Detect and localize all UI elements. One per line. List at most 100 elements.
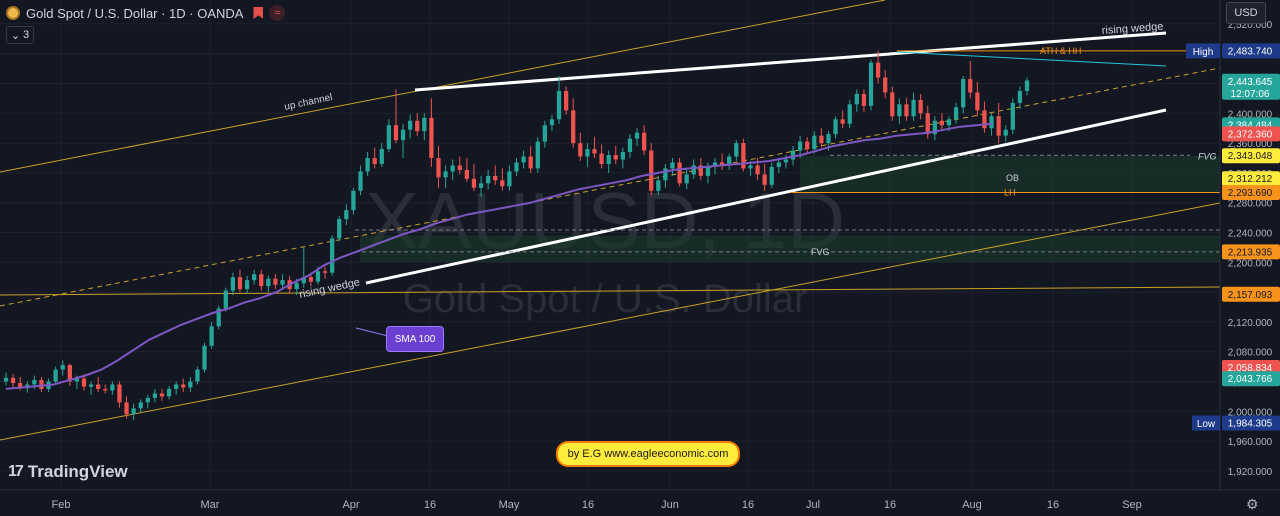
candle (670, 158, 675, 176)
indicator-count: 3 (23, 29, 30, 41)
candle-body (166, 388, 172, 397)
candle (103, 384, 108, 394)
candle (741, 138, 746, 172)
candle (968, 61, 973, 99)
candle (351, 187, 356, 215)
lh-label: LH (1004, 188, 1016, 198)
logo-text: TradingView (27, 462, 128, 481)
candle-body (1010, 102, 1015, 130)
price-axis[interactable]: 1,920.0001,960.0002,000.0002,040.0002,08… (1186, 0, 1280, 516)
candle-body (982, 110, 987, 129)
price-label-bg (1222, 185, 1280, 201)
symbol-header[interactable]: Gold Spot / U.S. Dollar · 1D · OANDA ≈ (6, 4, 286, 22)
candle-body (790, 150, 796, 160)
gold-coin-icon (6, 6, 20, 20)
candle (273, 274, 278, 290)
candle-body (904, 104, 909, 117)
candle (861, 89, 867, 112)
price-label: 2,043.766 (1222, 371, 1280, 387)
candle-body (620, 152, 625, 160)
time-axis[interactable]: Feb Mar Apr 16 May 16 Jun 16 Jul 16 Aug 16 Sep (0, 489, 1280, 511)
support-line (0, 286, 1220, 296)
candle (663, 163, 668, 188)
candle (337, 216, 342, 242)
credit-label: by E.G www.eagleeconomic.com (556, 441, 740, 467)
candle (443, 165, 448, 188)
candle-body (209, 326, 214, 346)
candle (166, 385, 172, 400)
candle-body (514, 162, 519, 172)
tradingview-logo[interactable]: 17 TradingView (8, 462, 128, 482)
candle (429, 98, 434, 167)
candle-body (762, 174, 767, 185)
price-label-bg (1222, 148, 1280, 164)
candle-body (691, 165, 696, 175)
up-channel-bottom (0, 202, 1220, 441)
price-tick-label: 2,240.000 (1228, 229, 1273, 240)
candle-body (259, 274, 264, 287)
candle (464, 158, 469, 182)
candle-body (53, 369, 58, 382)
candle (996, 102, 1001, 144)
countdown-timer: 12:07:06 (1231, 89, 1270, 100)
wave-icon[interactable]: ≈ (269, 5, 286, 21)
candle-body (734, 143, 739, 157)
currency-selector[interactable]: USD (1226, 2, 1266, 24)
candle (918, 93, 923, 120)
price-label-bg (1222, 43, 1280, 59)
candle (641, 125, 647, 156)
candle-body (450, 165, 455, 172)
price-tick-label: 1,960.000 (1228, 437, 1273, 448)
candle (606, 150, 611, 173)
candle-body (663, 168, 668, 181)
price-label: 2,213.935 (1222, 244, 1280, 260)
candle (202, 342, 207, 373)
zones-layer (360, 155, 1220, 263)
candle (110, 381, 115, 395)
watermark-name: Gold Spot / U.S. Dollar (403, 277, 808, 321)
candle (493, 165, 498, 185)
indicators-toggle[interactable]: ⌄ 3 (6, 26, 34, 44)
price-label-value: 2,058.834 (1228, 363, 1273, 374)
flag-icon[interactable] (253, 7, 264, 19)
candle-body (875, 62, 881, 78)
gear-icon[interactable]: ⚙ (1246, 496, 1259, 512)
time-tick-label: 16 (582, 499, 594, 511)
candle (1017, 86, 1023, 109)
candle-body (755, 165, 760, 175)
candle-body (613, 155, 618, 160)
price-label-value: 2,043.766 (1228, 374, 1273, 385)
candle (556, 76, 562, 124)
candle (528, 146, 533, 173)
candle-body (840, 119, 845, 124)
candle (762, 163, 767, 191)
candle-body (237, 277, 243, 290)
candle (237, 269, 243, 293)
candle-body (819, 135, 824, 144)
candle (613, 146, 618, 164)
rising-wedge-upper (414, 31, 1167, 92)
price-tick-label: 2,200.000 (1228, 258, 1273, 269)
candle (88, 381, 94, 395)
symbol-title[interactable]: Gold Spot / U.S. Dollar · 1D · OANDA (26, 5, 244, 21)
candle-body (542, 125, 547, 142)
up-channel-label: up channel (283, 92, 333, 113)
price-label-bg (1222, 73, 1280, 100)
time-tick-label: 16 (424, 499, 436, 511)
candle (734, 140, 739, 161)
candle-body (698, 165, 703, 176)
candle (152, 388, 158, 403)
candle-body (649, 150, 654, 191)
candle-body (961, 79, 966, 108)
candle-body (564, 90, 569, 111)
price-tick-label: 2,000.000 (1228, 407, 1273, 418)
candle-body (507, 171, 512, 187)
candle-body (656, 180, 661, 191)
candle (450, 159, 455, 181)
candle-body (975, 92, 980, 111)
candle-body (252, 274, 257, 281)
candle-body (429, 117, 434, 158)
candle-body (932, 120, 937, 135)
